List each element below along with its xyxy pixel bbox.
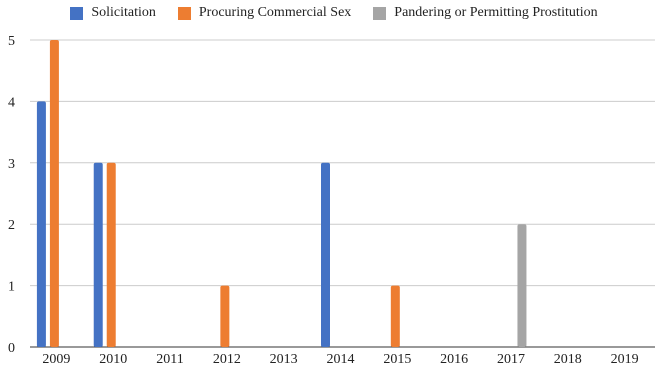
bar-solicitation-2010 — [93, 162, 103, 347]
x-tick-label: 2014 — [327, 352, 355, 366]
legend-label-solicitation: Solicitation — [91, 5, 156, 20]
bar-procuring-commercial-sex-2009 — [49, 40, 59, 347]
legend: Solicitation Procuring Commercial Sex Pa… — [0, 2, 668, 24]
y-tick-label: 0 — [8, 341, 15, 356]
bar-solicitation-2014 — [321, 162, 330, 347]
bar-procuring-commercial-sex-2015 — [390, 285, 400, 347]
x-tick-label: 2019 — [611, 352, 639, 366]
legend-swatch-pandering — [373, 6, 387, 20]
legend-label-pandering: Pandering or Permitting Prostitution — [394, 5, 598, 20]
x-tick-label: 2018 — [554, 352, 582, 366]
y-tick-label: 4 — [8, 95, 15, 110]
legend-swatch-procuring — [177, 6, 191, 20]
x-tick-label: 2017 — [497, 352, 525, 366]
bar-pandering-or-permitting-prostitution-2017 — [517, 224, 527, 347]
bar-procuring-commercial-sex-2012 — [220, 285, 230, 347]
y-tick-label: 5 — [8, 34, 15, 49]
y-tick-label: 2 — [8, 218, 15, 233]
x-tick-label: 2016 — [440, 352, 468, 366]
x-tick-label: 2015 — [383, 352, 411, 366]
legend-swatch-solicitation — [70, 6, 84, 20]
x-tick-label: 2013 — [270, 352, 298, 366]
y-tick-label: 1 — [8, 280, 15, 295]
x-tick-label: 2010 — [99, 352, 127, 366]
legend-item-pandering: Pandering or Permitting Prostitution — [373, 5, 598, 21]
legend-item-solicitation: Solicitation — [70, 5, 156, 21]
x-tick-label: 2011 — [156, 352, 183, 366]
y-tick-label: 3 — [8, 157, 15, 172]
bar-solicitation-2009 — [36, 101, 46, 348]
bar-procuring-commercial-sex-2010 — [106, 162, 116, 347]
x-tick-label: 2009 — [42, 352, 70, 366]
x-tick-label: 2012 — [213, 352, 241, 366]
legend-item-procuring: Procuring Commercial Sex — [177, 5, 352, 21]
legend-label-procuring: Procuring Commercial Sex — [198, 5, 352, 20]
